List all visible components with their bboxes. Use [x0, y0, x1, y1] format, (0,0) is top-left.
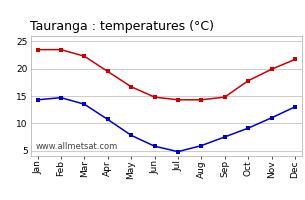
Text: Tauranga : temperatures (°C): Tauranga : temperatures (°C) [30, 20, 214, 33]
Text: www.allmetsat.com: www.allmetsat.com [36, 142, 118, 151]
